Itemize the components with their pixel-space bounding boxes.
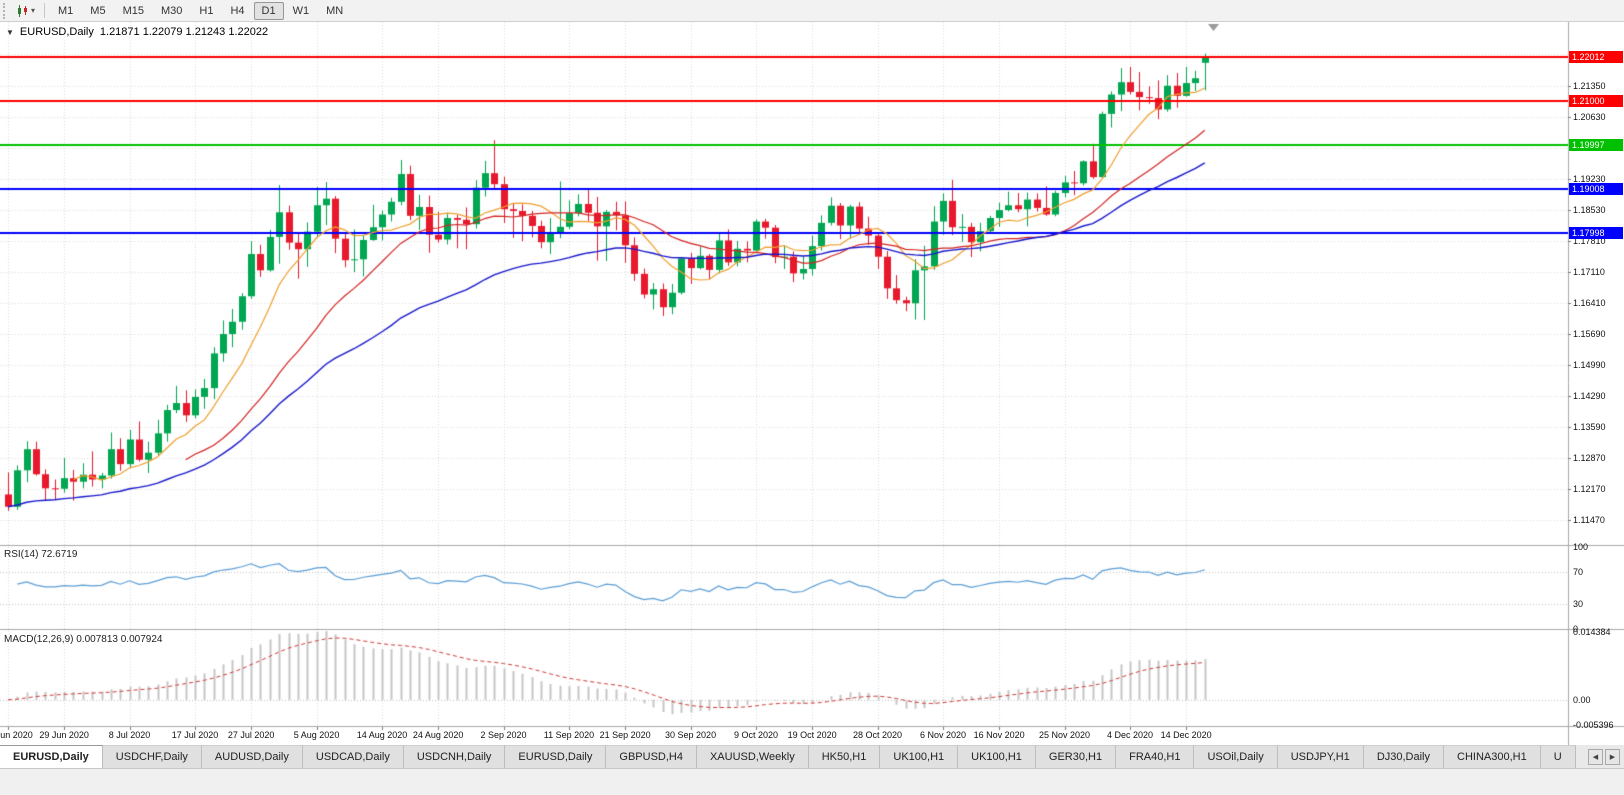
chart-tab-usdcad-daily[interactable]: USDCAD,Daily (302, 745, 404, 768)
chart-tab-u[interactable]: U (1540, 745, 1576, 768)
chart-window: ▼ EURUSD,Daily 1.21871 1.22079 1.21243 1… (0, 22, 1624, 745)
timeframe-button-mn[interactable]: MN (326, 4, 344, 17)
timeframe-button-d1[interactable]: D1 (253, 1, 284, 20)
chart-tab-usdchf-daily[interactable]: USDCHF,Daily (102, 745, 202, 768)
chart-tab-hk50-h1[interactable]: HK50,H1 (808, 745, 881, 768)
toolbar-separator (44, 3, 46, 18)
chart-tab-uk100-h1[interactable]: UK100,H1 (880, 745, 959, 768)
timeframe-button-h4[interactable]: H4 (230, 4, 245, 17)
timeframe-button-m5[interactable]: M5 (90, 4, 106, 17)
right-arrow-icon: ▶ (1609, 753, 1616, 761)
tabs-scroll-left-button[interactable]: ◀ (1588, 748, 1603, 765)
chart-tab-usdjpy-h1[interactable]: USDJPY,H1 (1277, 745, 1364, 768)
timeframe-button-m30[interactable]: M30 (160, 4, 183, 17)
chart-tab-usdcnh-daily[interactable]: USDCNH,Daily (403, 745, 506, 768)
tab-scroll-controls: ◀ ▶ (1582, 745, 1624, 768)
chart-tab-audusd-daily[interactable]: AUDUSD,Daily (201, 745, 303, 768)
price-chart-canvas[interactable] (0, 22, 1624, 745)
left-arrow-icon: ◀ (1592, 753, 1599, 761)
chart-tab-ger30-h1[interactable]: GER30,H1 (1035, 745, 1117, 768)
chart-tab-uk100-h1[interactable]: UK100,H1 (958, 745, 1036, 768)
chart-tab-eurusd-daily[interactable]: EURUSD,Daily (0, 745, 103, 768)
chart-tab-xauusd-weekly[interactable]: XAUUSD,Weekly (696, 745, 809, 768)
chart-tab-usoil-daily[interactable]: USOil,Daily (1194, 745, 1278, 768)
timeframe-buttons: M1 M5 M15 M30 H1 H4 D1 W1 MN (50, 1, 352, 20)
chart-tab-china300-h1[interactable]: CHINA300,H1 (1444, 745, 1541, 768)
chart-tab-dj30-daily[interactable]: DJ30,Daily (1363, 745, 1444, 768)
chart-tab-fra40-h1[interactable]: FRA40,H1 (1116, 745, 1195, 768)
chart-tab-gbpusd-h4[interactable]: GBPUSD,H4 (606, 745, 697, 768)
timeframe-button-m15[interactable]: M15 (122, 4, 144, 17)
timeframe-button-h1[interactable]: H1 (199, 4, 214, 17)
chart-tabbar: EURUSD,Daily USDCHF,Daily AUDUSD,Daily USDC… (0, 745, 1624, 769)
status-bar (0, 769, 1624, 795)
chart-type-button[interactable]: ▾ (12, 2, 39, 20)
toolbar-grip[interactable] (3, 2, 9, 19)
chart-tabs: EURUSD,Daily USDCHF,Daily AUDUSD,Daily USDC… (0, 745, 1582, 768)
chart-tab-eurusd-daily[interactable]: EURUSD,Daily (505, 745, 607, 768)
timeframes-toolbar: ▾ M1 M5 M15 M30 H1 H4 D1 W1 MN (0, 0, 1624, 22)
timeframe-button-m1[interactable]: M1 (58, 4, 74, 17)
candlestick-chart-icon (18, 4, 27, 17)
dropdown-caret-icon: ▾ (31, 6, 36, 15)
tabs-scroll-right-button[interactable]: ▶ (1605, 748, 1620, 765)
timeframe-button-w1[interactable]: W1 (292, 4, 310, 17)
